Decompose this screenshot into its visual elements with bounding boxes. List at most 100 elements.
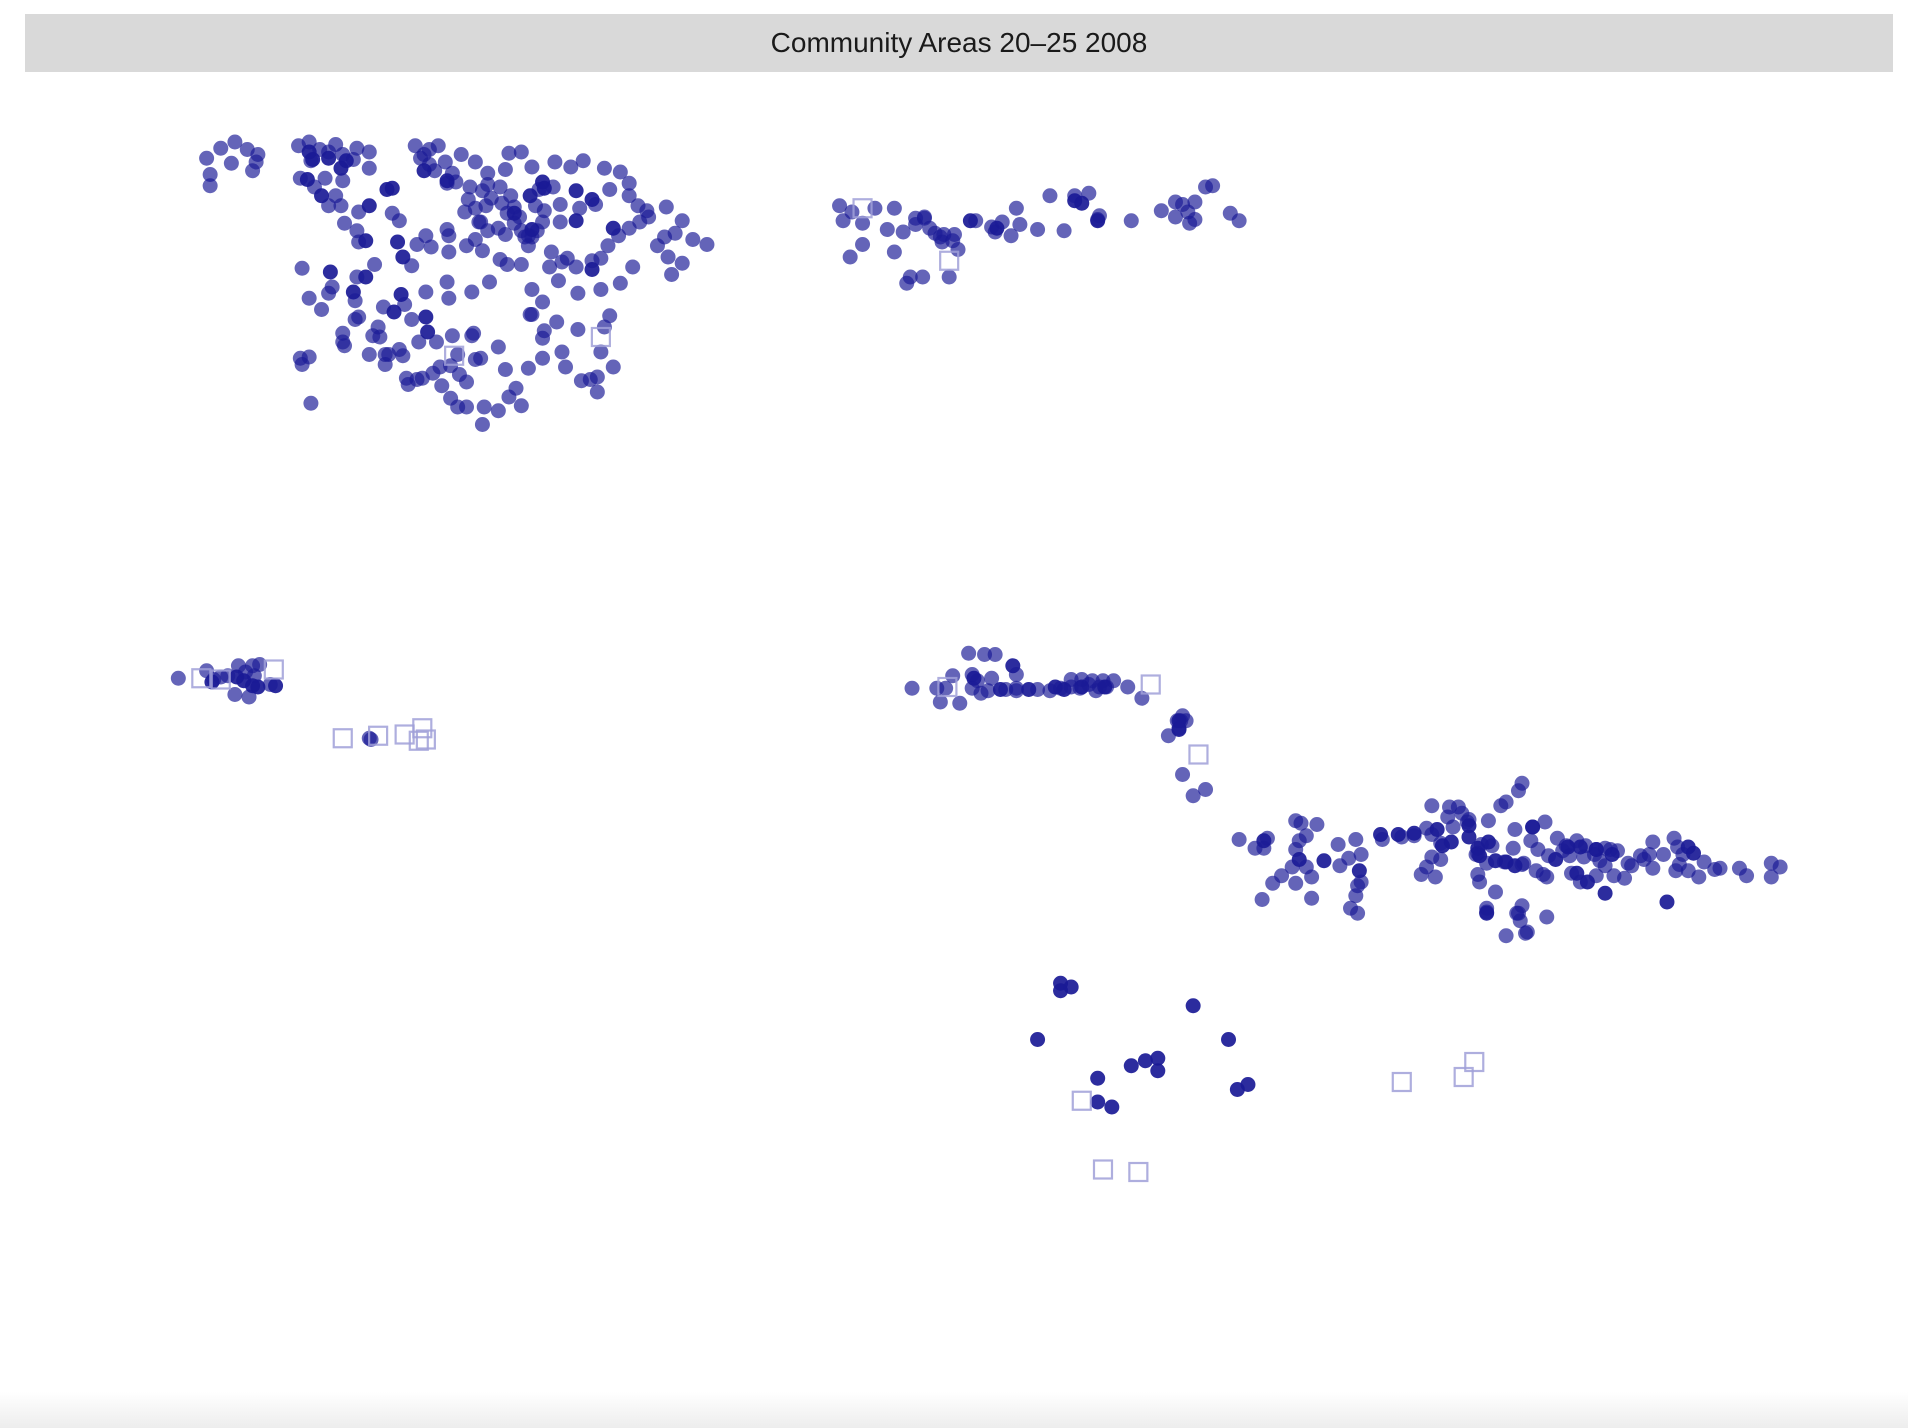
scatter-point: [584, 262, 600, 277]
scatter-point: [867, 200, 883, 216]
scatter-point: [1413, 867, 1429, 882]
scatter-point: [639, 203, 655, 219]
scatter-point: [1330, 837, 1346, 852]
scatter-point: [605, 359, 621, 375]
scatter-point: [1309, 817, 1325, 832]
scatter-point: [1150, 1050, 1166, 1066]
scatter-point: [938, 680, 954, 696]
scatter-point: [1348, 888, 1364, 904]
scatter-point: [1171, 722, 1187, 737]
scatter-point: [1153, 203, 1169, 219]
scatter-point: [1221, 1032, 1237, 1047]
scatter-point: [1518, 925, 1534, 941]
scatter-point: [573, 373, 589, 389]
scatter-point: [547, 154, 563, 170]
scatter-point: [497, 362, 513, 377]
scatter-point: [1696, 854, 1712, 870]
scatter-point: [321, 150, 337, 166]
scatter-point: [549, 314, 565, 330]
scatter-point: [1461, 829, 1477, 845]
scatter-point: [1427, 869, 1443, 885]
scatter-point: [1560, 839, 1576, 855]
scatter-point: [466, 325, 482, 341]
scatter-point: [1472, 874, 1488, 890]
scatter-point: [345, 284, 361, 300]
scatter-point: [1090, 1094, 1106, 1110]
scatter-point: [303, 395, 319, 411]
scatter-point: [535, 174, 551, 190]
scatter-point: [1351, 863, 1367, 879]
scatter-point: [1763, 869, 1779, 885]
scatter-point: [649, 238, 665, 254]
open-square-point: [191, 668, 212, 689]
scatter-point: [299, 172, 315, 187]
open-square-point: [394, 724, 415, 745]
scatter-point: [411, 334, 427, 350]
open-square-point: [1128, 1161, 1149, 1183]
scatter-point: [1150, 1063, 1166, 1079]
scatter-point: [349, 223, 365, 239]
open-square-point: [937, 676, 958, 698]
scatter-point: [199, 150, 215, 166]
scatter-point: [1185, 788, 1201, 804]
scatter-point: [506, 205, 522, 221]
scatter-point: [1198, 782, 1214, 797]
scatter-point: [1641, 847, 1657, 862]
scatter-point: [1167, 209, 1183, 225]
scatter-point: [568, 213, 584, 229]
open-square-point: [852, 198, 873, 219]
scatter-point: [474, 417, 490, 432]
scatter-point: [1123, 1058, 1139, 1074]
scatter-point: [363, 732, 379, 747]
scatter-point: [437, 154, 453, 170]
scatter-point: [1507, 858, 1523, 874]
scatter-point: [1090, 213, 1106, 229]
scatter-point: [1472, 848, 1488, 864]
scatter-point: [632, 214, 648, 230]
scatter-point: [835, 213, 851, 229]
scatter-point: [358, 269, 374, 285]
scatter-point: [589, 384, 605, 400]
scatter-point: [524, 282, 540, 297]
scatter-point: [902, 269, 918, 285]
scatter-point: [497, 227, 513, 242]
scatter-point: [908, 217, 924, 232]
scatter-point: [535, 294, 551, 310]
scatter-point: [301, 290, 317, 306]
scatter-point: [1429, 822, 1445, 837]
scatter-point: [1763, 855, 1779, 871]
open-square-point: [412, 718, 433, 739]
scatter-point: [1205, 178, 1221, 194]
scatter-point: [1074, 195, 1090, 211]
scatter-point: [1063, 979, 1079, 995]
scatter-point: [1424, 798, 1440, 814]
scatter-point: [441, 244, 457, 260]
scatter-point: [962, 213, 978, 229]
scatter-point: [1074, 679, 1090, 695]
scatter-point: [932, 694, 948, 710]
scatter-point: [358, 233, 374, 249]
scatter-point: [1624, 858, 1640, 874]
scatter-point: [1090, 1070, 1106, 1086]
scatter-point: [480, 165, 496, 181]
scatter-point: [568, 183, 584, 199]
scatter-point: [1569, 865, 1585, 881]
scatter-point: [241, 689, 257, 705]
scatter-point: [1056, 682, 1072, 697]
scatter-point: [439, 173, 455, 189]
scatter-point: [572, 200, 588, 216]
scatter-point: [621, 188, 637, 204]
scatter-point: [1187, 212, 1203, 227]
scatter-point: [625, 259, 641, 275]
scatter-point: [497, 162, 513, 177]
scatter-point: [268, 678, 284, 694]
scatter-point: [1185, 998, 1201, 1014]
scatter-point: [1479, 905, 1495, 921]
scatter-point: [473, 350, 489, 366]
scatter-point: [558, 359, 574, 375]
scatter-point: [1373, 827, 1389, 842]
scatter-point: [895, 224, 911, 240]
scatter-point: [945, 233, 961, 249]
scatter-point: [420, 324, 436, 340]
scatter-point: [1668, 863, 1684, 879]
